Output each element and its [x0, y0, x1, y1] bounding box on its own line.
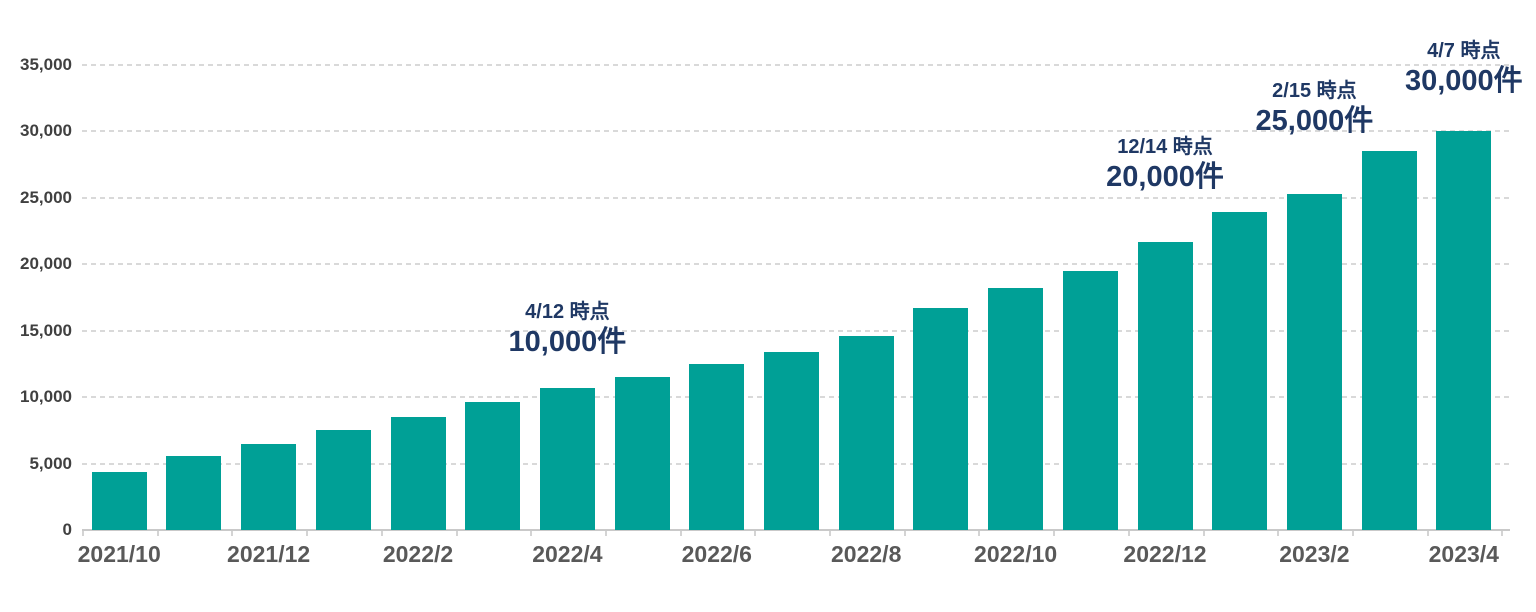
x-tick-label-2022/2: 2022/2 — [382, 541, 454, 567]
bar-2022/7 — [764, 351, 819, 530]
y-tick-label: 25,000 — [20, 187, 72, 207]
y-tick-label: 0 — [62, 520, 72, 539]
x-axis-tick — [455, 531, 458, 536]
bar-2022/5 — [614, 377, 670, 530]
x-axis-tick — [1426, 531, 1429, 536]
bar-2023/3 — [1361, 151, 1417, 530]
x-tick-label-2023/4: 2023/4 — [1428, 541, 1499, 567]
x-tick-label-2022/10: 2022/10 — [974, 541, 1058, 567]
annotation-date: 12/14 時点 — [1117, 135, 1213, 158]
bar-2022/4 — [539, 387, 595, 530]
gridline-15000 — [82, 329, 1510, 332]
gridline-35000 — [82, 64, 1510, 66]
x-axis-tick — [1053, 531, 1056, 536]
x-axis-tick — [829, 531, 831, 536]
bar-2022/10 — [988, 288, 1044, 530]
y-tick-label: 30,000 — [20, 121, 72, 141]
gridline-30000 — [82, 130, 1510, 133]
gridline-25000 — [82, 196, 1510, 199]
bar-2022/3 — [465, 402, 521, 530]
x-tick-label-2021/10: 2021/10 — [77, 541, 161, 567]
x-tick-label-2022/6: 2022/6 — [681, 541, 752, 567]
x-axis-tick — [306, 531, 309, 536]
annotation-date: 4/7 時点 — [1427, 39, 1501, 62]
annotation-25,000件: 2/15 時点 25,000件 — [1256, 78, 1374, 139]
x-axis-tick — [156, 531, 159, 536]
y-tick-label: 15,000 — [20, 320, 72, 340]
y-tick-label: 5,000 — [29, 453, 72, 473]
x-axis-tick — [380, 531, 383, 536]
bar-2021/12 — [241, 443, 297, 530]
bar-2023/1 — [1212, 212, 1268, 530]
annotation-value: 25,000件 — [1255, 105, 1374, 138]
x-axis-tick — [231, 531, 234, 536]
x-axis-tick — [1127, 531, 1130, 536]
x-tick-label-2022/4: 2022/4 — [532, 541, 603, 567]
x-axis-tick — [1202, 531, 1205, 536]
bar-2022/9 — [913, 308, 969, 530]
x-tick-label-2023/2: 2023/2 — [1279, 541, 1350, 567]
x-tick-label-2022/8: 2022/8 — [831, 541, 902, 567]
x-axis-tick — [604, 531, 607, 536]
bar-2022/12 — [1137, 241, 1193, 530]
gridline-20000 — [82, 263, 1510, 266]
x-axis-tick — [530, 531, 533, 536]
bar-2023/2 — [1286, 193, 1342, 530]
x-axis-tick — [1501, 531, 1504, 536]
annotation-date: 2/15 時点 — [1272, 80, 1357, 103]
annotation-20,000件: 12/14 時点 20,000件 — [1106, 134, 1224, 195]
annotation-date: 4/12 時点 — [525, 301, 610, 324]
x-axis-tick — [1351, 531, 1354, 536]
bar-2021/10 — [91, 471, 147, 530]
y-tick-label: 20,000 — [20, 254, 72, 274]
y-tick-label: 10,000 — [20, 387, 72, 407]
x-tick-label-2021/12: 2021/12 — [227, 541, 311, 567]
annotation-value: 30,000件 — [1404, 64, 1523, 97]
bar-2022/11 — [1062, 270, 1118, 530]
x-axis-tick — [903, 531, 906, 536]
x-axis-line — [82, 529, 1510, 531]
bar-2021/11 — [166, 455, 222, 530]
annotation-value: 10,000件 — [508, 326, 627, 359]
x-axis-tick — [1277, 531, 1280, 536]
x-axis-tick — [754, 531, 757, 536]
x-axis-tick — [82, 531, 84, 536]
x-axis-tick — [679, 531, 682, 536]
bar-2023/4 — [1436, 131, 1492, 530]
annotation-value: 20,000件 — [1106, 160, 1224, 193]
bar-2022/6 — [689, 363, 745, 530]
x-tick-label-2022/12: 2022/12 — [1123, 541, 1207, 567]
annotation-30,000件: 4/7 時点 30,000件 — [1405, 38, 1523, 99]
bar-2022/1 — [315, 430, 371, 530]
bar-2022/8 — [838, 336, 894, 530]
bar-2022/2 — [390, 417, 446, 530]
annotation-10,000件: 4/12 時点 10,000件 — [509, 299, 627, 360]
y-tick-label: 35,000 — [20, 55, 72, 74]
x-axis-tick — [978, 531, 981, 536]
